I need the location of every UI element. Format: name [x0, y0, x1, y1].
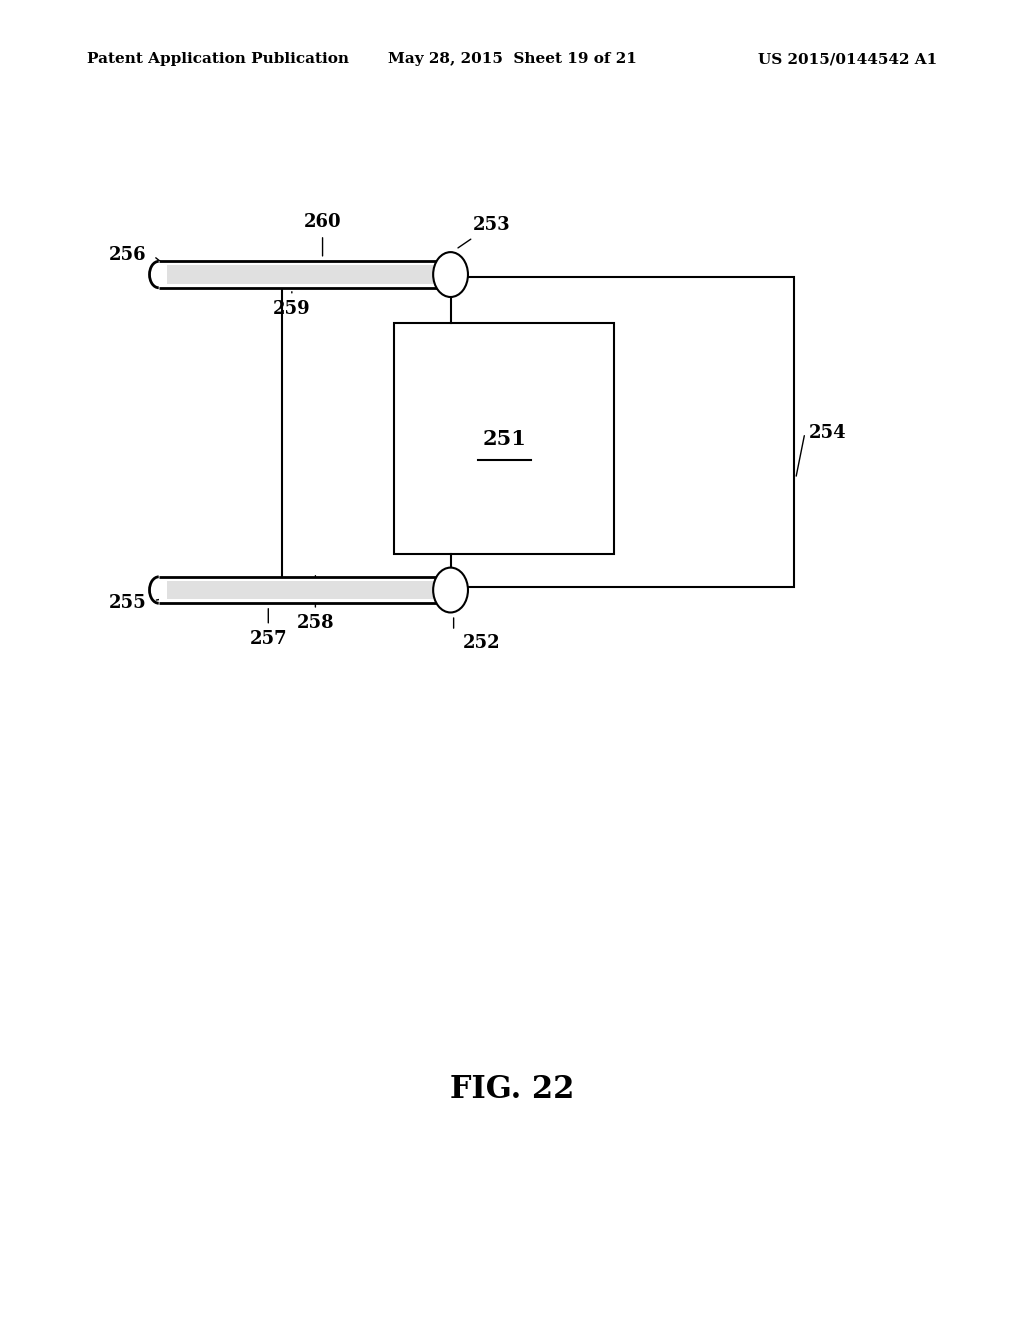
- Text: 255: 255: [109, 594, 146, 612]
- Text: Patent Application Publication: Patent Application Publication: [87, 53, 349, 66]
- Text: 258: 258: [297, 614, 334, 632]
- Text: 260: 260: [304, 213, 341, 231]
- Bar: [394, 323, 614, 554]
- Text: 256: 256: [109, 246, 146, 264]
- Bar: [159, 577, 451, 603]
- Bar: [159, 261, 451, 288]
- Text: 259: 259: [273, 300, 310, 318]
- Bar: [167, 581, 451, 599]
- Text: 252: 252: [463, 634, 501, 652]
- Text: May 28, 2015  Sheet 19 of 21: May 28, 2015 Sheet 19 of 21: [387, 53, 637, 66]
- Text: 251: 251: [482, 429, 526, 449]
- Text: 253: 253: [473, 215, 511, 234]
- Text: US 2015/0144542 A1: US 2015/0144542 A1: [758, 53, 937, 66]
- Circle shape: [433, 252, 468, 297]
- Text: FIG. 22: FIG. 22: [450, 1073, 574, 1105]
- Text: 254: 254: [809, 424, 847, 442]
- Circle shape: [433, 568, 468, 612]
- Bar: [167, 265, 451, 284]
- Text: 257: 257: [250, 630, 287, 648]
- Bar: [282, 277, 794, 587]
